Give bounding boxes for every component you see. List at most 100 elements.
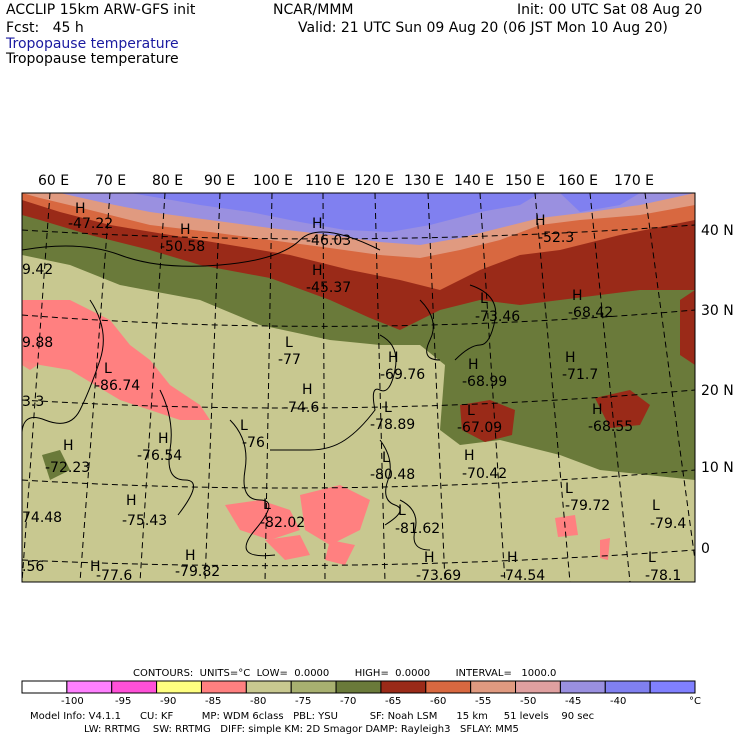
hl-kind: H [75, 201, 86, 217]
lat-label: 20 N [701, 383, 734, 399]
hl-kind: L [384, 400, 392, 416]
lat-label: 40 N [701, 223, 734, 239]
hl-value: -81.62 [395, 521, 440, 537]
colorbar-swatch [335, 680, 382, 694]
hl-value: 9.88 [22, 335, 53, 351]
lat-label: 10 N [701, 460, 734, 476]
colorbar-ticks: -100 -95 -90 -85 -80 -75 -70 -65 -60 -55… [61, 696, 701, 707]
hl-kind: H [565, 350, 576, 366]
map-frame [21, 192, 696, 583]
colorbar-tick: -80 [250, 696, 266, 707]
hl-value: -46.03 [306, 233, 351, 249]
hl-kind: H [63, 438, 74, 454]
field-title-primary: Tropopause temperature [6, 36, 179, 52]
hl-value: -76 [242, 435, 265, 451]
hl-value: -69.76 [380, 367, 425, 383]
colorbar-swatch [290, 680, 337, 694]
colorbar-unit: °C [689, 696, 701, 707]
hl-value: -77 [278, 352, 301, 368]
hl-value: -76.54 [137, 448, 182, 464]
colorbar-swatch [559, 680, 606, 694]
hl-kind: L [480, 291, 488, 307]
hl-kind: H [90, 559, 101, 575]
colorbar-tick: -45 [565, 696, 581, 707]
hl-kind: H [592, 402, 603, 418]
longitude-labels: 60 E 70 E 80 E 90 E 100 E 110 E 120 E 13… [38, 173, 654, 189]
hl-kind: L [398, 503, 406, 519]
org-label: NCAR/MMM [273, 2, 354, 18]
lon-label: 100 E [253, 173, 293, 189]
hl-value: 9.42 [22, 262, 53, 278]
hl-kind: H [424, 550, 435, 566]
high-low-markers: H -47.22 H -50.58 H -46.03 H -45.37 H -5… [22, 201, 686, 584]
hl-value: 74.48 [22, 510, 62, 526]
colorbar-swatch [604, 680, 651, 694]
colorbar-tick: -70 [340, 696, 356, 707]
colorbar-swatch [380, 680, 427, 694]
hl-value: -79.4 [650, 516, 686, 532]
latitude-labels: 40 N 30 N 20 N 10 N 0 [701, 223, 734, 557]
hl-kind: H [388, 350, 399, 366]
hl-value: -75.43 [122, 513, 167, 529]
hl-kind: H [312, 216, 323, 232]
colorbar-swatch [66, 680, 113, 694]
hl-kind: L [467, 403, 475, 419]
lon-label: 110 E [305, 173, 345, 189]
hl-value: -68.55 [588, 419, 633, 435]
forecast-hour: Fcst: 45 h [6, 20, 84, 36]
lon-label: 60 E [38, 173, 69, 189]
field-title-secondary: Tropopause temperature [6, 51, 179, 67]
hl-kind: H [464, 448, 475, 464]
hl-value: 3.3 [22, 394, 44, 410]
hl-kind: H [468, 357, 479, 373]
colorbar-swatch [200, 680, 247, 694]
hl-value: -74.6 [283, 400, 319, 416]
hl-value: -72.23 [45, 460, 90, 476]
colorbar-tick: -60 [430, 696, 446, 707]
colorbar-tick: -65 [385, 696, 401, 707]
hl-value: -79.82 [175, 564, 220, 580]
hl-value: .56 [22, 559, 44, 575]
hl-kind: L [104, 361, 112, 377]
hl-value: -79.72 [565, 498, 610, 514]
lon-label: 150 E [505, 173, 545, 189]
colorbar-swatch [156, 680, 202, 694]
colorbar-swatch [21, 680, 68, 694]
hl-value: -78.1 [645, 568, 681, 584]
hl-value: -86.74 [95, 378, 140, 394]
colorbar-tick: -40 [610, 696, 626, 707]
hl-kind: H [507, 550, 518, 566]
init-time: Init: 00 UTC Sat 08 Aug 20 [517, 2, 703, 18]
colorbar-tick: -85 [205, 696, 221, 707]
hl-value: -73.46 [475, 309, 520, 325]
lon-label: 140 E [454, 173, 494, 189]
color-bar [21, 680, 696, 694]
colorbar-tick: -95 [115, 696, 131, 707]
hl-value: -77.6 [96, 568, 132, 584]
hl-kind: H [126, 493, 137, 509]
hl-kind: H [535, 213, 546, 229]
valid-time: Valid: 21 UTC Sun 09 Aug 20 (06 JST Mon … [298, 20, 668, 36]
colorbar-swatch [111, 680, 158, 694]
hl-kind: L [263, 497, 271, 513]
tropopause-temperature-field [22, 193, 695, 582]
lon-label: 170 E [614, 173, 654, 189]
model-title: ACCLIP 15km ARW-GFS init [6, 2, 196, 18]
lon-label: 120 E [354, 173, 394, 189]
hl-kind: L [648, 550, 656, 566]
colorbar-tick: -75 [295, 696, 311, 707]
hl-value: -68.42 [568, 305, 613, 321]
colorbar-tick: -100 [61, 696, 84, 707]
colorbar-swatch [245, 680, 292, 694]
hl-value: -47.22 [68, 216, 113, 232]
hl-value: -73.69 [416, 568, 461, 584]
colorbar-swatch [470, 680, 517, 694]
hl-value: -71.7 [562, 367, 598, 383]
model-info-line-2: LW: RRTMG SW: RRTMG DIFF: simple KM: 2D … [30, 724, 519, 735]
hl-kind: L [285, 335, 293, 351]
hl-kind: H [302, 382, 313, 398]
colorbar-swatch [425, 680, 472, 694]
lon-label: 80 E [152, 173, 183, 189]
colorbar-tick: -55 [475, 696, 491, 707]
